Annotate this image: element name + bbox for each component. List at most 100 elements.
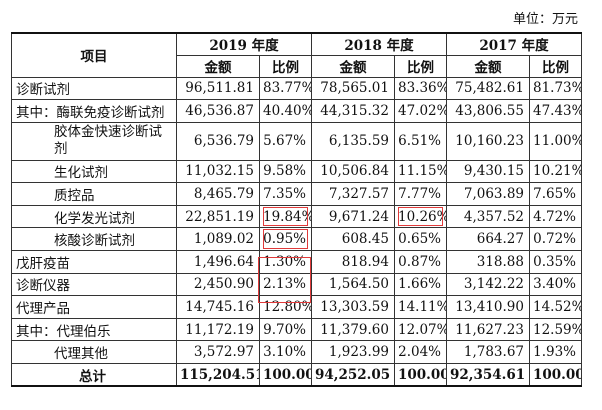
cell-ratio: 12.07% xyxy=(394,317,447,342)
header-ratio: 比例 xyxy=(394,54,447,78)
revenue-table: 项目 2019 年度 2018 年度 2017 年度 金额 比例 金额 比例 金… xyxy=(11,32,582,388)
cell-amount: 13,303.59 xyxy=(311,295,395,319)
cell-ratio: 47.43% xyxy=(529,99,582,123)
cell-ratio: 2.04% xyxy=(394,340,447,365)
row-label: 其中：代理伯乐 xyxy=(11,317,177,342)
row-label: 质控品 xyxy=(11,182,177,206)
table-row: 核酸诊断试剂 1,089.02 0.95% 608.45 0.65% 664.2… xyxy=(11,227,582,252)
cell-ratio: 6.51% xyxy=(394,121,447,161)
cell-ratio: 0.65% xyxy=(394,227,447,252)
cell-ratio: 0.72% xyxy=(529,227,582,252)
cell-amount: 7,327.57 xyxy=(311,182,395,206)
cell-amount: 1,496.64 xyxy=(176,250,260,274)
table-row: 代理产品 14,745.16 12.80% 13,303.59 14.11% 1… xyxy=(11,295,582,319)
cell-ratio: 11.00% xyxy=(529,121,582,161)
header-year-2017: 2017 年度 xyxy=(446,32,582,56)
cell-ratio: 4.72% xyxy=(529,204,582,229)
cell-ratio: 0.35% xyxy=(529,250,582,274)
row-label: 总计 xyxy=(11,363,177,387)
cell-ratio: 12.59% xyxy=(529,317,582,342)
cell-ratio: 100.00% xyxy=(394,363,447,387)
cell-ratio: 47.02% xyxy=(394,99,447,123)
cell-amount: 664.27 xyxy=(446,227,530,252)
cell-amount: 818.94 xyxy=(311,250,395,274)
cell-amount: 1,564.50 xyxy=(311,272,395,297)
cell-amount: 10,160.23 xyxy=(446,121,530,161)
header-amount: 金额 xyxy=(446,54,530,78)
cell-ratio: 1.93% xyxy=(529,340,582,365)
cell-amount: 46,536.87 xyxy=(176,99,260,123)
cell-ratio: 10.21% xyxy=(529,159,582,184)
cell-amount: 4,357.52 xyxy=(446,204,530,229)
table-row: 诊断试剂 96,511.81 83.77% 78,565.01 83.36% 7… xyxy=(11,76,582,101)
cell-ratio: 7.65% xyxy=(529,182,582,206)
cell-ratio: 9.58% xyxy=(259,159,312,184)
table-row: 胶体金快速诊断试剂 6,536.79 5.67% 6,135.59 6.51% … xyxy=(11,121,582,161)
cell-amount: 11,627.23 xyxy=(446,317,530,342)
cell-amount: 9,671.24 xyxy=(311,204,395,229)
cell-amount: 7,063.89 xyxy=(446,182,530,206)
cell-amount: 14,745.16 xyxy=(176,295,260,319)
cell-amount: 608.45 xyxy=(311,227,395,252)
cell-amount: 11,172.19 xyxy=(176,317,260,342)
cell-amount: 96,511.81 xyxy=(176,76,260,101)
cell-ratio: 14.52% xyxy=(529,295,582,319)
table-row: 化学发光试剂 22,851.19 19.84% 9,671.24 10.26% … xyxy=(11,204,582,229)
cell-ratio: 83.77% xyxy=(259,76,312,101)
cell-amount: 3,142.22 xyxy=(446,272,530,297)
cell-ratio: 81.73% xyxy=(529,76,582,101)
cell-ratio: 5.67% xyxy=(259,121,312,161)
header-year-2019: 2019 年度 xyxy=(176,32,312,56)
cell-amount: 8,465.79 xyxy=(176,182,260,206)
cell-ratio: 3.10% xyxy=(259,340,312,365)
cell-amount: 13,410.90 xyxy=(446,295,530,319)
header-amount: 金额 xyxy=(176,54,260,78)
row-label: 诊断仪器 xyxy=(11,272,177,297)
table-row: 代理其他 3,572.97 3.10% 1,923.99 2.04% 1,783… xyxy=(11,340,582,365)
cell-amount: 115,204.51 xyxy=(176,363,260,387)
table-row: 生化试剂 11,032.15 9.58% 10,506.84 11.15% 9,… xyxy=(11,159,582,184)
cell-ratio-highlighted: 10.26% xyxy=(394,204,447,229)
header-ratio: 比例 xyxy=(529,54,582,78)
cell-ratio: 7.35% xyxy=(259,182,312,206)
highlight-box xyxy=(258,257,311,303)
cell-amount: 92,354.61 xyxy=(446,363,530,387)
total-row: 总计 115,204.51 100.00% 94,252.05 100.00% … xyxy=(11,363,582,387)
cell-amount: 1,089.02 xyxy=(176,227,260,252)
cell-amount: 22,851.19 xyxy=(176,204,260,229)
cell-amount: 318.88 xyxy=(446,250,530,274)
cell-ratio: 12.80% xyxy=(259,295,312,319)
row-label: 代理其他 xyxy=(11,340,177,365)
cell-amount: 43,806.55 xyxy=(446,99,530,123)
cell-amount: 9,430.15 xyxy=(446,159,530,184)
table-row: 其中：代理伯乐 11,172.19 9.70% 11,379.60 12.07%… xyxy=(11,317,582,342)
header-amount: 金额 xyxy=(311,54,395,78)
table-row: 质控品 8,465.79 7.35% 7,327.57 7.77% 7,063.… xyxy=(11,182,582,206)
header-ratio: 比例 xyxy=(259,54,312,78)
row-label: 诊断试剂 xyxy=(11,76,177,101)
cell-ratio: 9.70% xyxy=(259,317,312,342)
cell-ratio-highlighted: 19.84% xyxy=(259,204,312,229)
unit-label: 单位：万元 xyxy=(512,12,578,27)
cell-amount: 1,783.67 xyxy=(446,340,530,365)
row-label: 生化试剂 xyxy=(11,159,177,184)
cell-amount: 11,379.60 xyxy=(311,317,395,342)
cell-amount: 2,450.90 xyxy=(176,272,260,297)
header-year-2018: 2018 年度 xyxy=(311,32,447,56)
cell-amount: 3,572.97 xyxy=(176,340,260,365)
row-label: 代理产品 xyxy=(11,295,177,319)
cell-amount: 11,032.15 xyxy=(176,159,260,184)
cell-ratio: 1.66% xyxy=(394,272,447,297)
cell-amount: 6,135.59 xyxy=(311,121,395,161)
row-label: 核酸诊断试剂 xyxy=(11,227,177,252)
cell-ratio: 11.15% xyxy=(394,159,447,184)
cell-ratio: 14.11% xyxy=(394,295,447,319)
cell-amount: 75,482.61 xyxy=(446,76,530,101)
cell-amount: 6,536.79 xyxy=(176,121,260,161)
cell-amount: 1,923.99 xyxy=(311,340,395,365)
cell-ratio: 7.77% xyxy=(394,182,447,206)
cell-amount: 94,252.05 xyxy=(311,363,395,387)
cell-ratio: 0.87% xyxy=(394,250,447,274)
table-row: 戊肝疫苗 1,496.64 1.30% 818.94 0.87% 318.88 … xyxy=(11,250,582,274)
row-label: 胶体金快速诊断试剂 xyxy=(11,121,177,161)
